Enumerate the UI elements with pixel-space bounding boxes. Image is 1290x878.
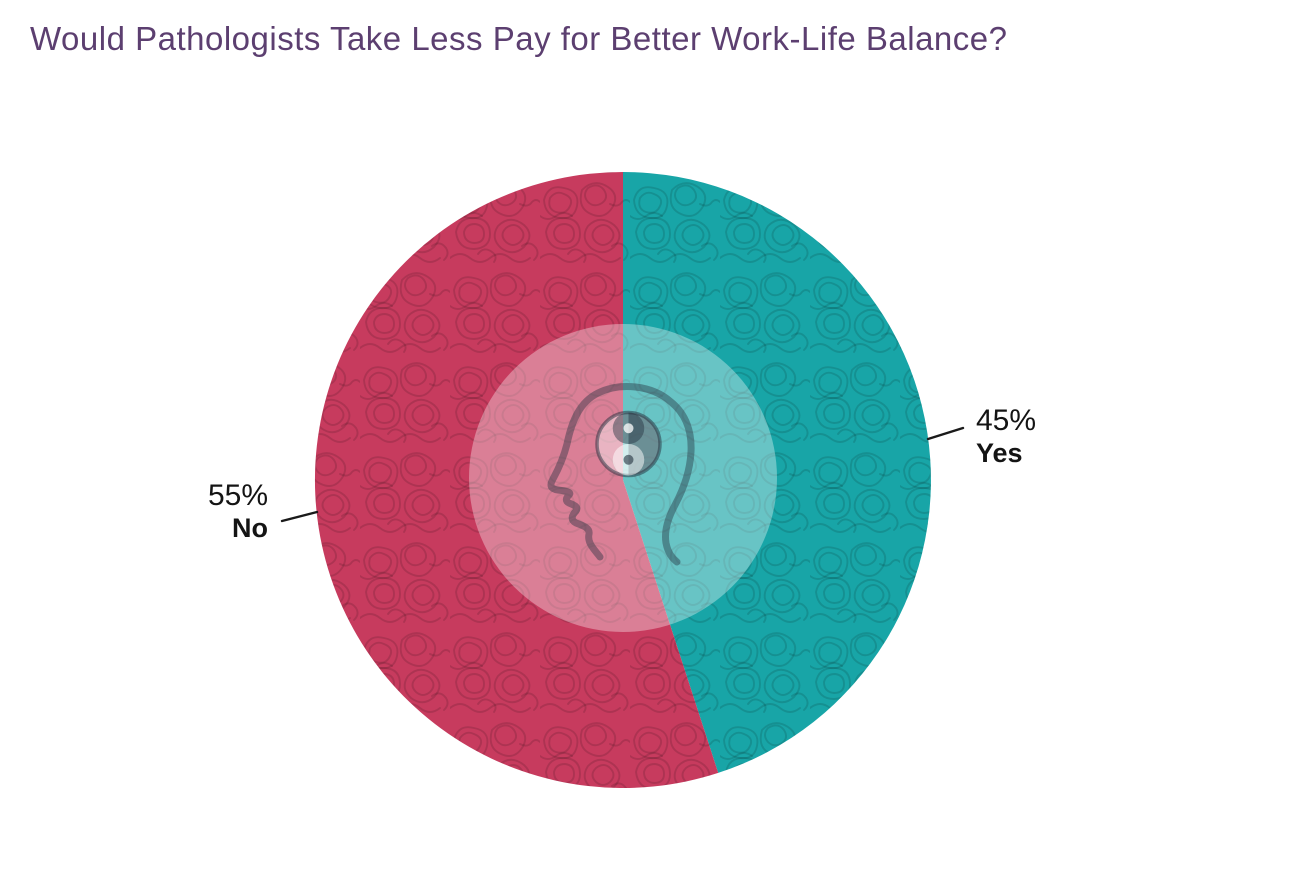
head-profile-icon [547,383,695,566]
no-name-label: No [232,513,268,543]
head-outline [547,383,695,566]
callout-no: 55% No [148,481,268,542]
leader-lines [280,426,965,523]
yin-yang-icon [595,410,662,478]
chart-title: Would Pathologists Take Less Pay for Bet… [30,20,1008,57]
yes-name-label: Yes [976,438,1023,468]
center-overlay-circle [469,324,777,632]
callout-yes: 45% Yes [976,406,1036,467]
leader-line-no [280,510,319,523]
yes-percent-label: 45% [976,404,1037,437]
pie-slices [314,172,931,789]
leader-line-yes [926,426,965,441]
no-percent-label: 55% [207,479,268,512]
pie-texture-overlay [315,172,931,788]
